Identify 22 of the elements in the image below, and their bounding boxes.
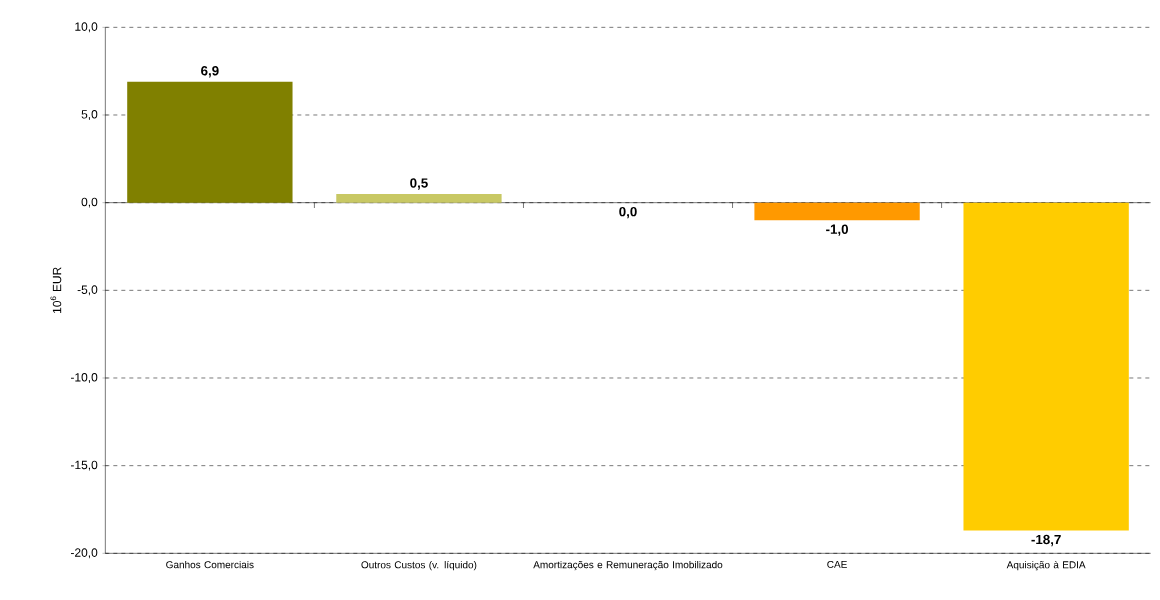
y-axis-title: 10$^{6}$ EUR bbox=[50, 267, 62, 313]
y-tick-label: -10,0 bbox=[70, 373, 98, 383]
y-tick-label: -15,0 bbox=[70, 460, 98, 471]
y-tick-label: 5,0 bbox=[81, 110, 98, 120]
x-tick-label: Aquisição à EDIA bbox=[1006, 560, 1086, 571]
y-tick-label: 0,0 bbox=[81, 197, 98, 208]
y-tick-label: 10,0 bbox=[75, 22, 98, 33]
bar bbox=[754, 202, 920, 221]
bar bbox=[963, 202, 1129, 531]
bar bbox=[336, 193, 502, 203]
bar bbox=[127, 81, 293, 203]
y-tick-label: -5,0 bbox=[77, 285, 98, 296]
data-label: 6,9 bbox=[201, 66, 219, 78]
x-tick-label: Outros Custos (v. líquido) bbox=[361, 560, 477, 571]
data-label: -1,0 bbox=[826, 224, 849, 236]
data-label: -18,7 bbox=[1031, 534, 1061, 547]
x-tick-label: CAE bbox=[827, 560, 847, 568]
data-label: 0,0 bbox=[619, 206, 637, 219]
x-tick-label: Amortizações e Remuneração Imobilizado bbox=[533, 560, 723, 571]
x-tick-label: Ganhos Comerciais bbox=[166, 560, 254, 569]
y-tick-label: -20,0 bbox=[70, 548, 98, 559]
data-label: 0,5 bbox=[410, 178, 428, 190]
